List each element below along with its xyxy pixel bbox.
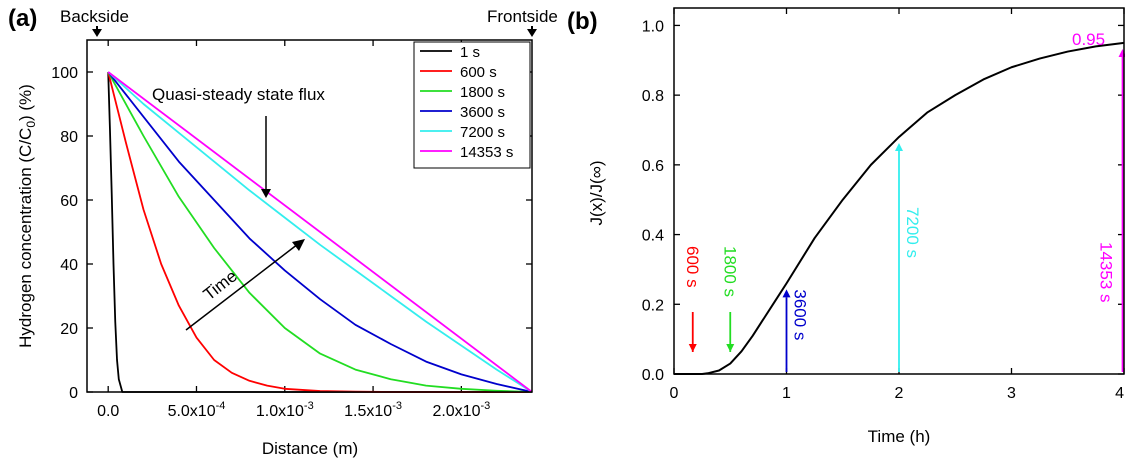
y-tick-label: 0.4 xyxy=(642,228,664,245)
panel-b-label: (b) xyxy=(567,8,598,35)
panel-a-xlabel: Distance (m) xyxy=(262,439,358,458)
y-tick-label: 0.0 xyxy=(642,367,664,384)
backside-arrow-icon xyxy=(92,29,102,37)
panel-a-label: (a) xyxy=(8,5,37,32)
frontside-arrow-icon xyxy=(527,29,537,37)
tick-label-mantissa: 5.0x10 xyxy=(168,403,216,420)
ylabel-subscript: 0 xyxy=(24,121,38,128)
y-tick-label: 0.8 xyxy=(642,88,664,105)
legend-entry: 1 s xyxy=(460,44,480,61)
panel-b-frame xyxy=(673,7,1125,375)
panel-b: (b) 0.0 0.2 0.4 0.6 0.8 1.0 0 1 2 3 4 600 s 1800 s… xyxy=(567,7,1125,446)
x-tick-label: 2.0x10-3 xyxy=(432,400,490,420)
tick-label-exponent: -3 xyxy=(392,400,402,412)
panel-a: (a) Backside Frontside 0 20 40 60 80 100 0.0 5… xyxy=(8,5,558,458)
marker-arrowhead-icon xyxy=(688,344,697,352)
panel-a-frame xyxy=(86,39,533,393)
legend-entry: 1800 s xyxy=(460,84,505,101)
time-annotation: Time xyxy=(200,266,241,304)
flux-annotation: Quasi-steady state flux xyxy=(152,85,325,104)
panel-b-ylabel: J(x)/J(∞) xyxy=(587,161,606,226)
y-tick-label: 20 xyxy=(60,321,78,338)
tick-label-exponent: -3 xyxy=(480,400,490,412)
end-value-label: 0.95 xyxy=(1072,30,1105,49)
x-tick-label: 3 xyxy=(1007,385,1016,402)
y-tick-label: 80 xyxy=(60,129,78,146)
y-tick-label: 0.2 xyxy=(642,297,664,314)
backside-label: Backside xyxy=(60,7,129,26)
tick-label-mantissa: 1.0x10 xyxy=(256,403,304,420)
marker-label: 7200 s xyxy=(903,207,922,258)
series-line-3600s xyxy=(107,71,533,393)
marker-arrowhead-icon xyxy=(782,289,791,298)
marker-label: 14353 s xyxy=(1097,242,1116,303)
y-tick-label: 1.0 xyxy=(642,18,664,35)
y-tick-label: 40 xyxy=(60,257,78,274)
x-tick-label: 4 xyxy=(1115,385,1124,402)
series-line-1800s xyxy=(107,71,533,393)
tick-label-mantissa: 2.0x10 xyxy=(432,403,480,420)
ylabel-tail: ) (%) xyxy=(16,84,35,121)
time-arrowhead-icon xyxy=(292,239,305,251)
time-arrow xyxy=(185,243,299,331)
x-tick-label: 1 xyxy=(782,385,791,402)
marker-label: 3600 s xyxy=(791,289,810,340)
y-tick-label: 0.6 xyxy=(642,158,664,175)
tick-label-mantissa: 1.5x10 xyxy=(344,403,392,420)
panel-a-ylabel: Hydrogen concentration (C/C0) (%) xyxy=(16,84,38,348)
legend-box xyxy=(413,41,531,169)
legend-entry: 7200 s xyxy=(460,124,505,141)
series-line-14353s xyxy=(107,71,533,393)
series-line-1s xyxy=(107,71,532,393)
legend-entry: 3600 s xyxy=(460,104,505,121)
legend-entry: 600 s xyxy=(460,64,497,81)
legend-entry: 14353 s xyxy=(460,144,513,161)
x-tick-label: 0 xyxy=(670,385,679,402)
panel-b-xlabel: Time (h) xyxy=(868,427,931,446)
marker-arrowhead-icon xyxy=(726,344,735,352)
x-tick-label: 5.0x10-4 xyxy=(168,400,226,420)
y-tick-label: 60 xyxy=(60,193,78,210)
x-tick-label: 1.5x10-3 xyxy=(344,400,402,420)
x-tick-label: 2 xyxy=(895,385,904,402)
x-tick-label: 1.0x10-3 xyxy=(256,400,314,420)
flux-curve xyxy=(674,41,1125,375)
y-tick-label: 100 xyxy=(51,65,78,82)
legend: 1 s 600 s 1800 s 3600 s 7200 s 14353 s xyxy=(413,41,531,169)
tick-label-exponent: -4 xyxy=(216,400,226,412)
marker-label: 600 s xyxy=(683,246,702,288)
marker-label: 1800 s xyxy=(720,246,739,297)
frontside-label: Frontside xyxy=(487,7,558,26)
tick-label-exponent: -3 xyxy=(304,400,314,412)
x-tick-label: 0.0 xyxy=(97,403,119,420)
ylabel-main: Hydrogen concentration (C/C xyxy=(16,128,35,348)
marker-arrowhead-icon xyxy=(895,142,903,151)
series-line-7200s xyxy=(107,71,533,393)
flux-arrowhead-icon xyxy=(261,189,271,198)
y-tick-label: 0 xyxy=(69,385,78,402)
